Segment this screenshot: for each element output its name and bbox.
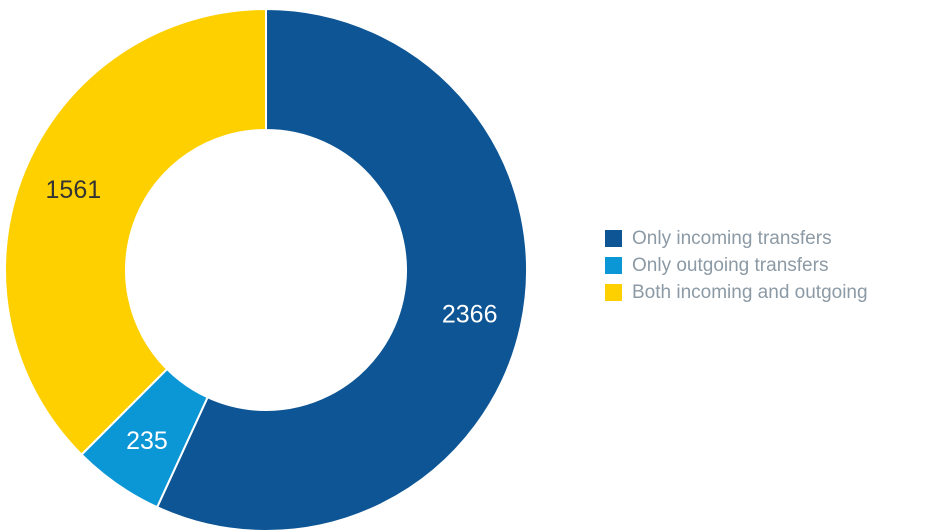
donut-slices xyxy=(4,7,528,531)
legend-swatch xyxy=(605,257,622,274)
slice-label-both: 1561 xyxy=(46,176,102,204)
legend-swatch xyxy=(605,230,622,247)
legend-item-both: Both incoming and outgoing xyxy=(605,282,868,303)
slice-both xyxy=(4,7,267,457)
legend-label: Both incoming and outgoing xyxy=(632,281,868,303)
legend-label: Only incoming transfers xyxy=(632,227,832,249)
legend-swatch xyxy=(605,284,622,301)
chart-legend: Only incoming transfers Only outgoing tr… xyxy=(605,228,868,309)
legend-item-only-incoming: Only incoming transfers xyxy=(605,228,868,249)
legend-label: Only outgoing transfers xyxy=(632,254,829,276)
slice-label-only-incoming: 2366 xyxy=(442,301,498,329)
slice-label-only-outgoing: 235 xyxy=(126,427,168,455)
legend-item-only-outgoing: Only outgoing transfers xyxy=(605,255,868,276)
donut-slice-labels: 2366 235 1561 xyxy=(46,176,498,455)
